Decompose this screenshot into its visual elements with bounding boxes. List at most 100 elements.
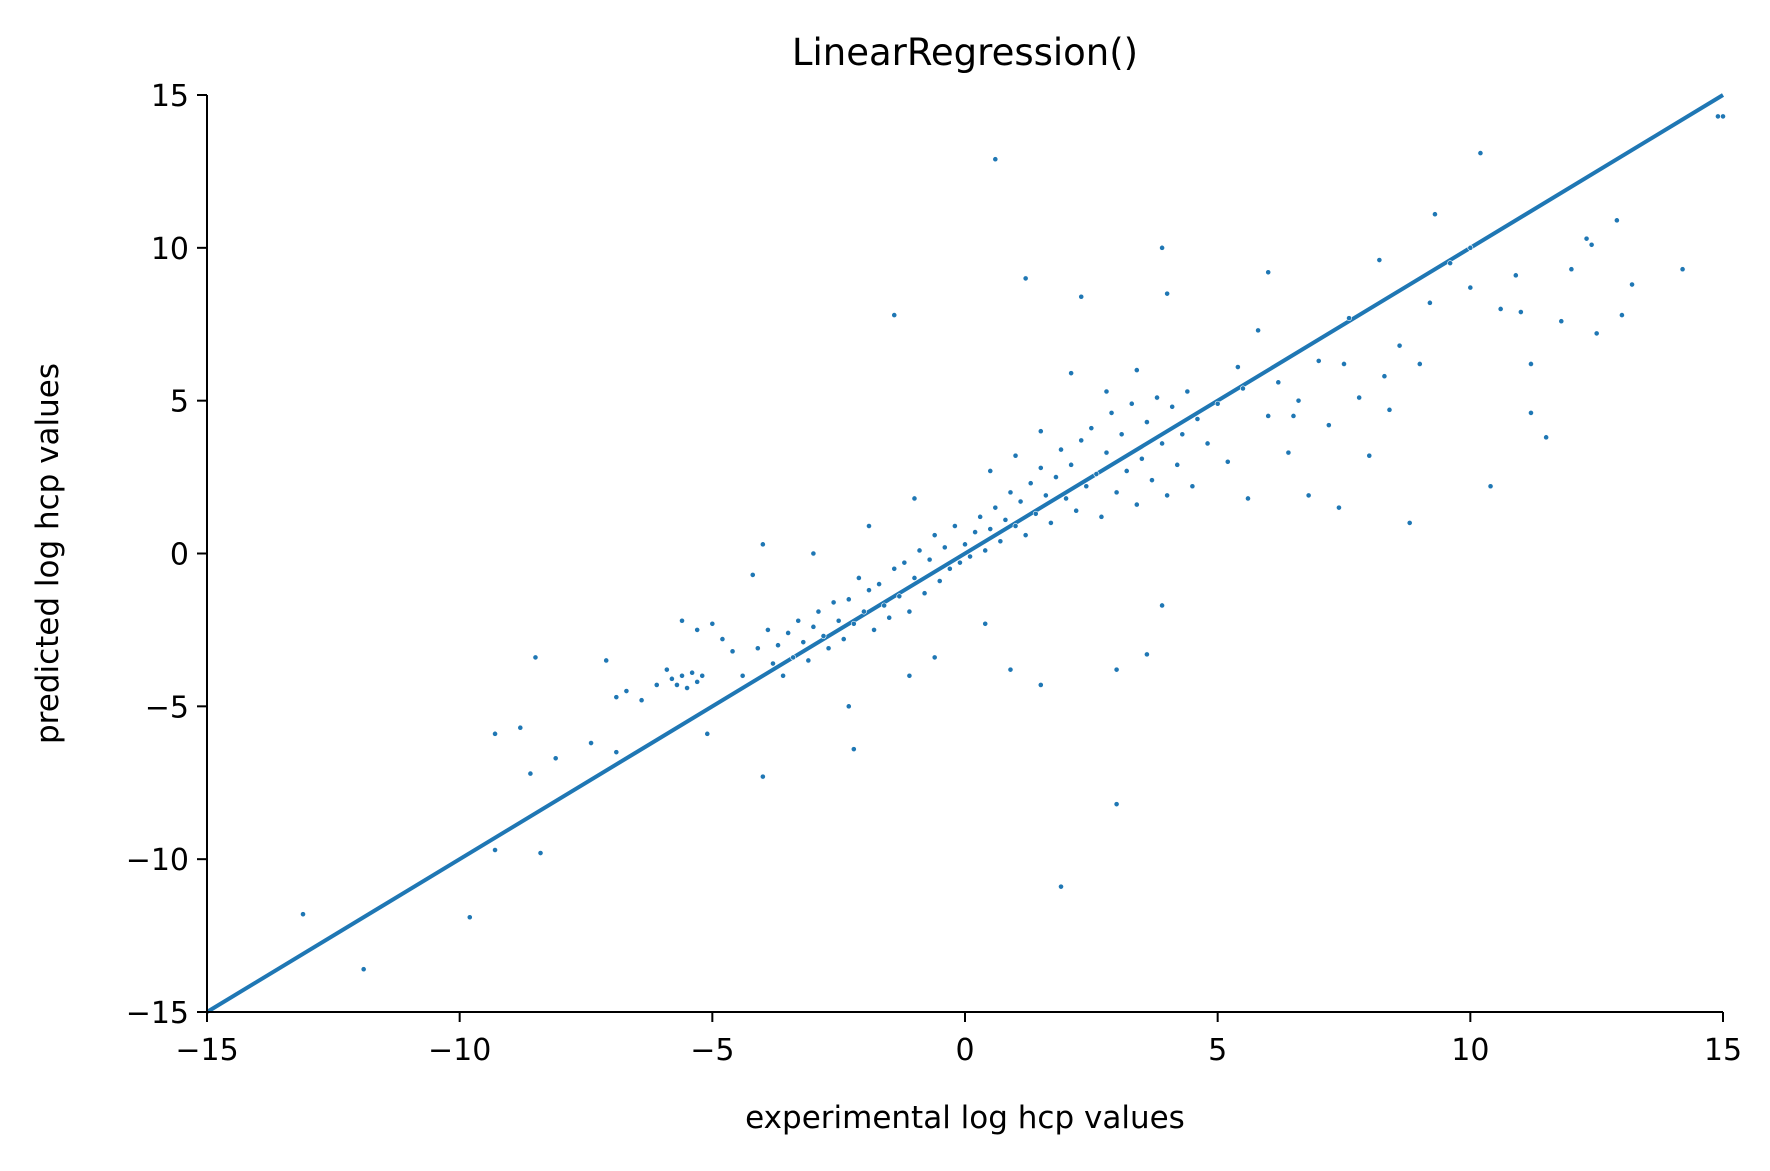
data-point: [1058, 883, 1064, 890]
data-point: [1265, 269, 1272, 276]
data-point: [911, 495, 918, 502]
data-point: [941, 544, 948, 551]
data-point: [1063, 495, 1069, 502]
data-point: [1058, 446, 1064, 453]
data-point: [1214, 400, 1221, 407]
data-point: [850, 620, 857, 627]
data-point: [1487, 483, 1494, 490]
data-point: [1224, 458, 1231, 465]
y-tick-label: −5: [145, 690, 189, 725]
data-point: [360, 966, 367, 973]
data-point: [1325, 422, 1332, 429]
data-point: [1078, 437, 1085, 444]
data-point: [1285, 449, 1292, 456]
data-point: [992, 156, 999, 163]
data-point: [704, 730, 711, 737]
data-point: [770, 660, 776, 667]
data-point: [795, 617, 802, 624]
data-point: [1194, 416, 1201, 422]
chart-title: LinearRegression(): [792, 31, 1138, 74]
data-point: [1497, 306, 1504, 312]
data-point: [835, 617, 842, 624]
data-point: [1159, 602, 1165, 609]
data-point: [967, 553, 973, 560]
data-point: [916, 547, 923, 554]
data-point: [1017, 498, 1024, 505]
data-point: [1240, 385, 1246, 392]
data-point: [1037, 465, 1044, 471]
data-point: [1113, 801, 1120, 808]
data-point: [1118, 431, 1125, 438]
data-point: [765, 627, 771, 633]
data-point: [613, 749, 620, 756]
data-point: [754, 645, 761, 652]
data-point: [674, 682, 680, 688]
data-point: [527, 770, 534, 777]
regression-line: [205, 93, 1725, 1014]
data-point: [1588, 241, 1595, 248]
x-axis-label: experimental log hcp values: [745, 1100, 1185, 1136]
y-tick-label: 15: [151, 79, 189, 114]
data-point: [1068, 370, 1075, 377]
data-point: [876, 581, 882, 587]
data-point: [1613, 217, 1620, 224]
data-point: [1133, 501, 1140, 508]
data-point: [820, 633, 827, 639]
data-point: [1174, 461, 1181, 468]
data-point: [845, 596, 852, 603]
y-tick-label: 10: [151, 232, 189, 267]
data-point: [896, 593, 903, 600]
data-point: [1144, 419, 1150, 425]
data-point: [1583, 235, 1590, 242]
data-point: [1305, 492, 1312, 499]
data-point: [749, 571, 756, 578]
data-point: [815, 608, 822, 615]
data-point: [1159, 440, 1165, 447]
data-point: [684, 685, 690, 691]
data-point: [1053, 474, 1059, 480]
x-tick-label: 10: [1451, 1033, 1489, 1068]
data-point: [739, 672, 746, 679]
data-point: [810, 550, 817, 557]
data-point: [1629, 281, 1635, 288]
data-point: [1103, 449, 1110, 456]
data-point: [1133, 367, 1140, 373]
data-point: [492, 847, 498, 853]
y-tick-label: −10: [126, 843, 189, 878]
data-point: [1427, 299, 1433, 306]
data-point: [638, 697, 645, 704]
data-point: [1128, 400, 1135, 407]
data-point: [1467, 284, 1474, 291]
data-point: [1113, 666, 1120, 673]
data-point: [840, 636, 847, 642]
data-point: [906, 608, 913, 615]
data-point: [1543, 434, 1550, 441]
data-point: [699, 672, 706, 679]
data-point: [1295, 397, 1302, 404]
data-point: [1679, 266, 1686, 273]
data-point: [1528, 409, 1534, 416]
data-point: [850, 746, 857, 753]
data-point: [1042, 492, 1049, 499]
data-point: [1048, 520, 1054, 526]
data-points-group: [300, 113, 1726, 973]
data-point: [1138, 455, 1145, 462]
x-tick-label: −15: [175, 1033, 238, 1068]
data-point: [1467, 244, 1474, 251]
data-point: [759, 773, 766, 780]
data-point: [653, 682, 660, 688]
data-point: [1164, 492, 1171, 499]
reference-line-group: [205, 93, 1725, 1014]
data-point: [1593, 330, 1600, 337]
data-point: [810, 623, 817, 630]
data-point: [1720, 113, 1726, 120]
y-tick-label: 0: [170, 538, 189, 573]
data-point: [1255, 327, 1261, 334]
data-point: [1275, 379, 1282, 386]
data-point: [1204, 440, 1211, 447]
data-point: [1154, 394, 1160, 401]
x-ticks-group: −15 −10 −5 0 5 10 15: [175, 1012, 1742, 1068]
data-point: [1234, 364, 1241, 370]
data-point: [300, 911, 306, 918]
